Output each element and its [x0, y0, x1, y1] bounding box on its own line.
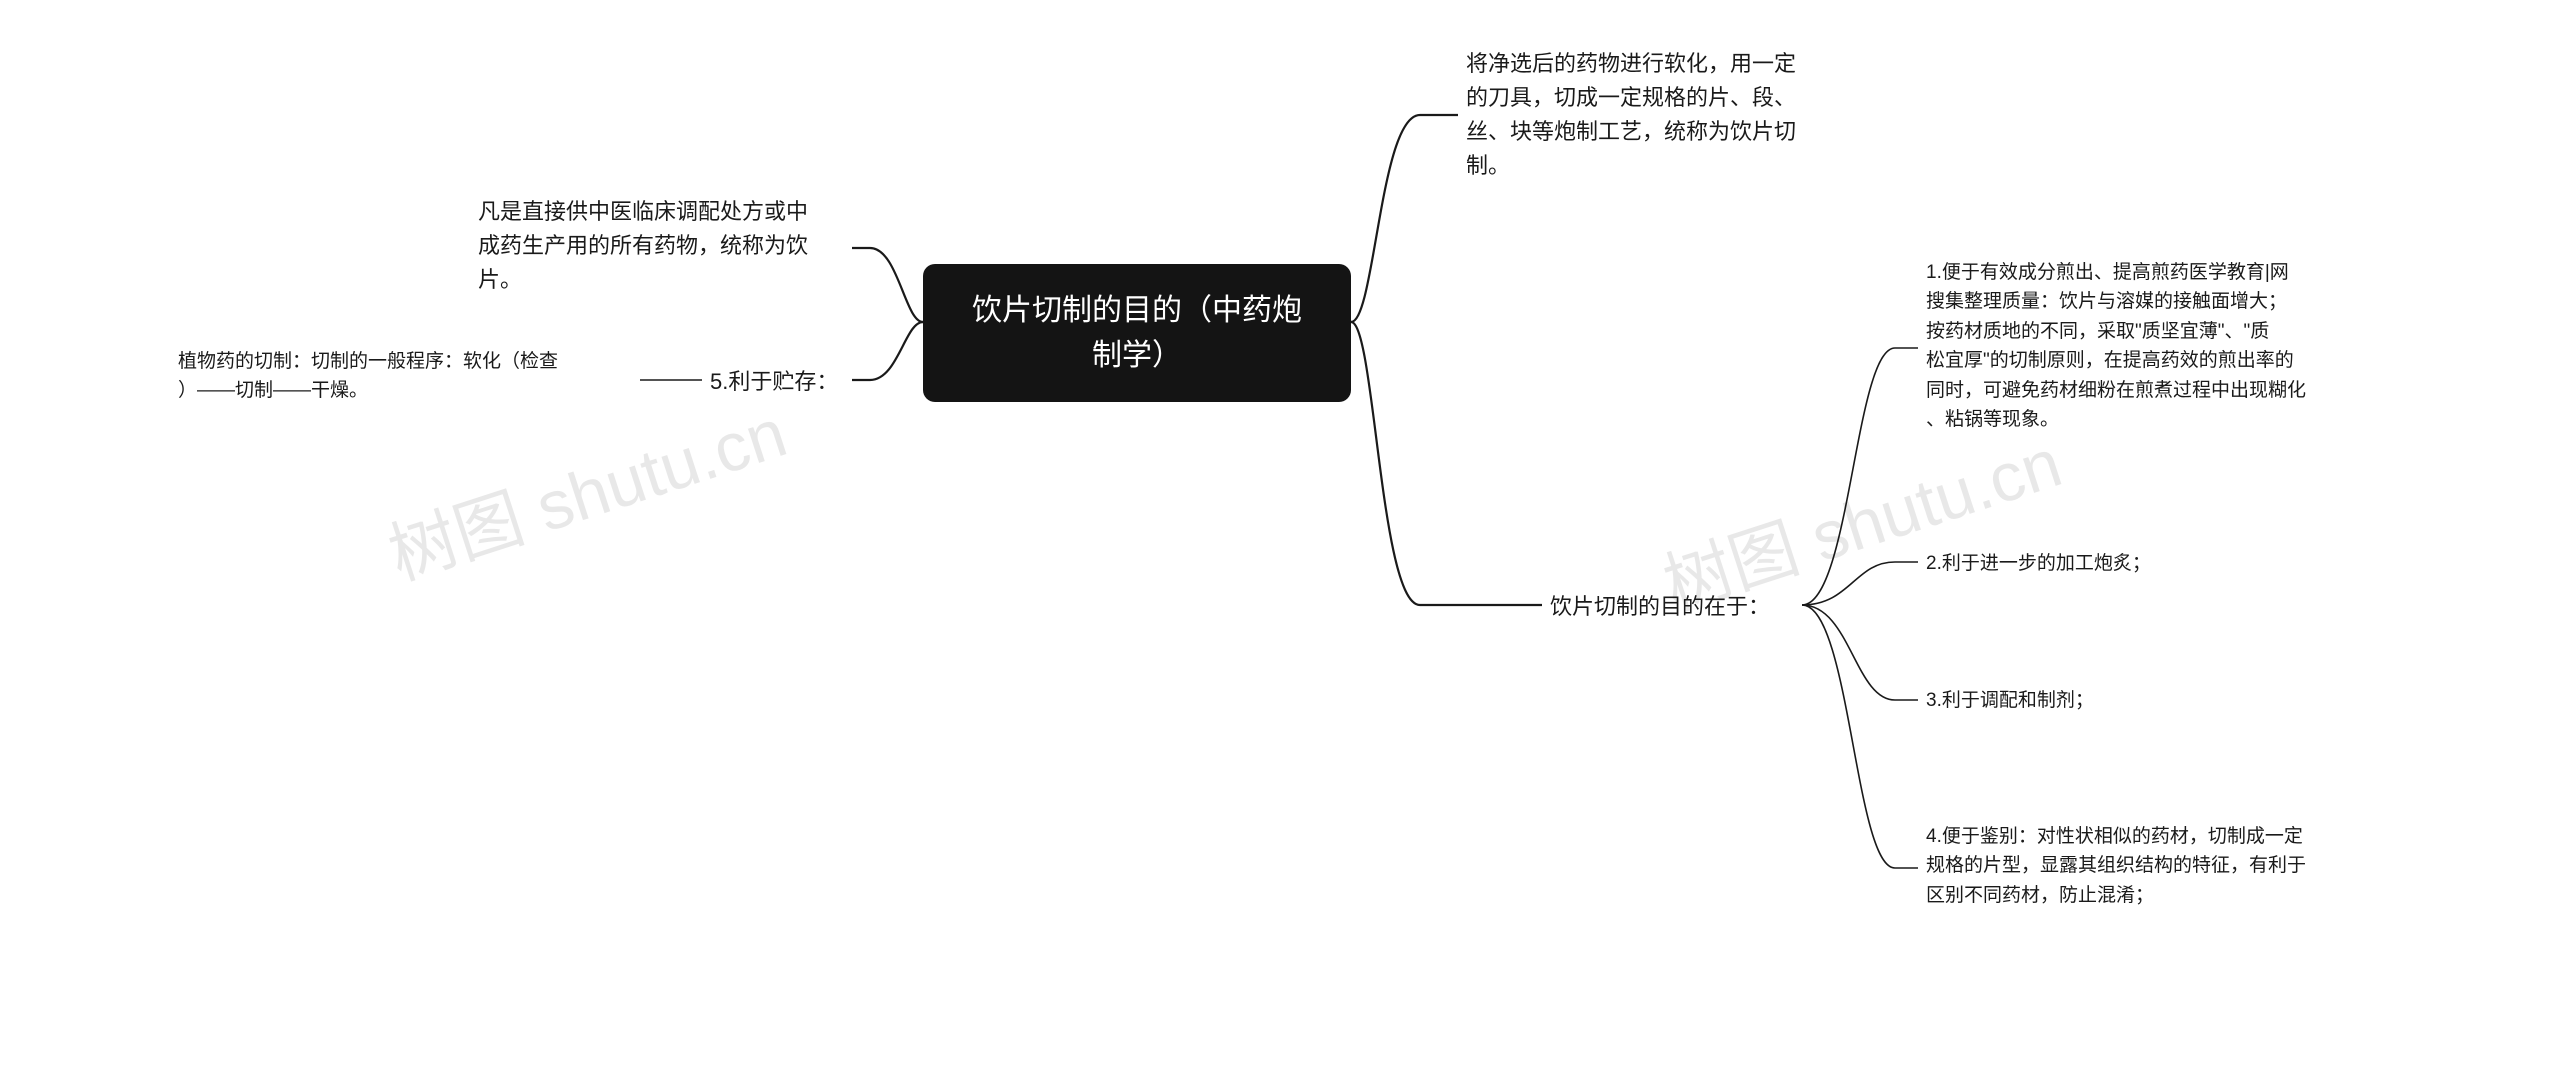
r1-l3: 丝、块等炮制工艺，统称为饮片切 — [1466, 115, 1841, 149]
r2c3-text: 3.利于调配和制剂； — [1926, 690, 2094, 711]
r2c1-l6: 、粘锅等现象。 — [1926, 405, 2388, 434]
right-item-2-child-1: 1.便于有效成分煎出、提高煎药医学教育|网 搜集整理质量：饮片与溶媒的接触面增大… — [1926, 258, 2388, 435]
edge-left2-child — [0, 0, 2560, 1083]
root-line1: 饮片切制的目的（中药炮 — [955, 288, 1319, 333]
root-line2: 制学） — [955, 333, 1319, 378]
r1-l4: 制。 — [1466, 149, 1841, 183]
r2c1-l3: 按药材质地的不同，采取"质坚宜薄"、"质 — [1926, 317, 2388, 346]
left-item-2: 5.利于贮存： — [710, 365, 838, 399]
left2c-l2: ）——切制——干燥。 — [178, 376, 628, 405]
r2c4-l2: 规格的片型，显露其组织结构的特征，有利于 — [1926, 851, 2371, 880]
edge-right2-children — [0, 0, 2560, 1083]
right-item-2-child-4: 4.便于鉴别：对性状相似的药材，切制成一定 规格的片型，显露其组织结构的特征，有… — [1926, 822, 2371, 910]
r2c1-l1: 1.便于有效成分煎出、提高煎药医学教育|网 — [1926, 258, 2388, 287]
left-item-1: 凡是直接供中医临床调配处方或中 成药生产用的所有药物，统称为饮 片。 — [478, 195, 848, 297]
watermark-left: 树图 shutu.cn — [374, 378, 796, 599]
edge-root-left — [0, 0, 2560, 1083]
right-item-2-child-3: 3.利于调配和制剂； — [1926, 686, 2094, 715]
r2c4-l1: 4.便于鉴别：对性状相似的药材，切制成一定 — [1926, 822, 2371, 851]
r1-l2: 的刀具，切成一定规格的片、段、 — [1466, 81, 1841, 115]
left1-l2: 成药生产用的所有药物，统称为饮 — [478, 229, 848, 263]
left-item-2-child: 植物药的切制：切制的一般程序：软化（检查 ）——切制——干燥。 — [178, 347, 628, 406]
right-item-2-child-2: 2.利于进一步的加工炮炙； — [1926, 549, 2151, 578]
r1-l1: 将净选后的药物进行软化，用一定 — [1466, 47, 1841, 81]
r2c1-l4: 松宜厚"的切制原则，在提高药效的煎出率的 — [1926, 346, 2388, 375]
r2c1-l5: 同时，可避免药材细粉在煎煮过程中出现糊化 — [1926, 376, 2388, 405]
right-item-1: 将净选后的药物进行软化，用一定 的刀具，切成一定规格的片、段、 丝、块等炮制工艺… — [1466, 47, 1841, 183]
r2c4-l3: 区别不同药材，防止混淆； — [1926, 881, 2371, 910]
r2c2-text: 2.利于进一步的加工炮炙； — [1926, 553, 2151, 574]
edge-root-right — [0, 0, 2560, 1083]
r2c1-l2: 搜集整理质量：饮片与溶媒的接触面增大； — [1926, 287, 2388, 316]
left1-l3: 片。 — [478, 263, 848, 297]
left1-l1: 凡是直接供中医临床调配处方或中 — [478, 195, 848, 229]
left2c-l1: 植物药的切制：切制的一般程序：软化（检查 — [178, 347, 628, 376]
right-item-2: 饮片切制的目的在于： — [1550, 590, 1770, 624]
r2-label: 饮片切制的目的在于： — [1550, 594, 1770, 619]
left2-label: 5.利于贮存： — [710, 369, 838, 394]
root-node: 饮片切制的目的（中药炮 制学） — [923, 264, 1351, 402]
